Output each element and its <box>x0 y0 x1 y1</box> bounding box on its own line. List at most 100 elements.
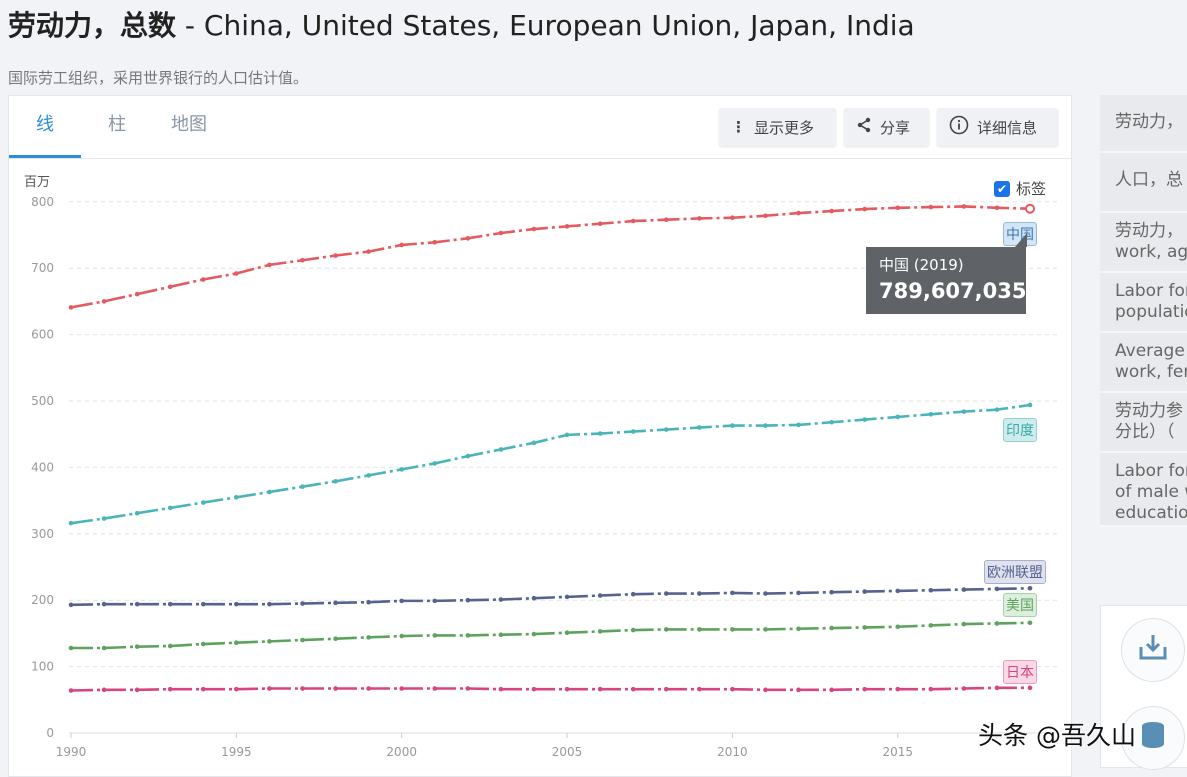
details-button[interactable]: 详细信息 <box>937 108 1058 146</box>
data-point <box>267 639 272 644</box>
data-point <box>465 597 471 603</box>
data-point <box>465 453 471 459</box>
share-button[interactable]: 分享 <box>844 108 929 146</box>
data-point <box>68 520 74 526</box>
data-point <box>366 249 371 254</box>
data-point <box>796 687 801 693</box>
data-point <box>134 601 140 607</box>
x-tick-label: 2000 <box>386 745 417 759</box>
tab-line[interactable]: 线 <box>9 96 81 158</box>
data-point <box>994 586 1000 592</box>
data-point <box>928 204 934 210</box>
data-point <box>928 587 934 593</box>
labels-checkbox-label: 标签 <box>1016 180 1047 198</box>
data-point <box>167 284 173 290</box>
series-line-1 <box>70 403 1031 525</box>
data-point <box>333 600 338 606</box>
share-label: 分享 <box>880 118 911 137</box>
data-point <box>531 595 537 601</box>
data-point <box>630 686 636 692</box>
tab-map[interactable]: 地图 <box>171 114 207 135</box>
data-point <box>300 257 305 263</box>
data-point <box>234 601 239 607</box>
watermark: 头条 @吾久山 <box>978 721 1136 750</box>
data-point <box>101 687 107 693</box>
series-label-tag: 欧洲联盟 <box>984 560 1047 585</box>
series-label-tag: 日本 <box>1003 659 1038 684</box>
line-chart: 0 100 200 300 400 500 600 700 800 1990 1995 2000 200… <box>31 195 1059 759</box>
data-point <box>200 686 206 692</box>
x-tick-label: 1990 <box>56 745 87 759</box>
sidebar-indicator-item[interactable]: Labor for populatio <box>1100 273 1187 333</box>
data-point <box>630 591 636 597</box>
data-point <box>829 589 834 595</box>
data-point <box>1027 620 1033 626</box>
data-point <box>796 422 801 428</box>
data-point <box>68 688 74 693</box>
data-point <box>862 206 867 212</box>
data-point <box>432 686 438 691</box>
download-button[interactable] <box>1121 618 1185 682</box>
data-point <box>895 588 901 594</box>
data-point <box>829 625 834 631</box>
data-point <box>994 407 1000 412</box>
data-point <box>167 601 173 607</box>
share-icon <box>856 117 872 137</box>
data-point <box>862 417 867 422</box>
data-point <box>101 601 107 607</box>
data-point <box>399 242 405 248</box>
data-point <box>167 686 173 692</box>
sidebar-indicator-item[interactable]: 劳动力， <box>1100 95 1187 153</box>
data-point <box>1025 203 1036 214</box>
databank-button[interactable] <box>1121 706 1185 770</box>
details-label: 详细信息 <box>977 118 1038 137</box>
data-point <box>564 432 570 438</box>
data-point <box>564 224 570 229</box>
sidebar-indicator-item[interactable]: 劳动力， work, ag <box>1100 213 1187 273</box>
tooltip-value: 789,607,035 <box>879 279 1027 303</box>
data-point <box>663 627 669 632</box>
data-point <box>829 208 834 214</box>
series-line-4 <box>70 686 1031 692</box>
data-point <box>994 205 1000 211</box>
data-point <box>134 510 140 516</box>
data-point <box>134 687 140 693</box>
data-point <box>234 686 239 692</box>
sidebar-indicator-item[interactable]: 人口，总 <box>1100 153 1187 213</box>
data-point <box>663 217 669 223</box>
data-point <box>630 627 636 633</box>
tab-bar[interactable]: 柱 <box>108 114 126 135</box>
data-point <box>862 686 867 692</box>
data-point <box>1027 585 1033 591</box>
sidebar-indicator-item[interactable]: Average w work, fen <box>1100 333 1187 393</box>
labels-checkbox[interactable]: ✔ 标签 <box>994 178 1046 199</box>
data-point <box>663 591 669 596</box>
x-tick-label: 2015 <box>882 745 913 759</box>
data-point <box>234 271 239 276</box>
checkbox-checked-icon: ✔ <box>994 180 1010 197</box>
sidebar-indicator-item[interactable]: Labor for of male w educatio <box>1100 453 1187 527</box>
data-point <box>234 640 239 645</box>
x-tick-label: 1995 <box>221 745 252 759</box>
data-point <box>763 213 768 219</box>
data-point <box>862 589 867 594</box>
data-point <box>399 633 405 639</box>
series-line-0 <box>70 205 1031 309</box>
data-point <box>730 215 735 221</box>
data-point <box>300 484 305 489</box>
sidebar-indicator-item[interactable]: 劳动力参 分比）（ <box>1100 393 1187 453</box>
data-point <box>961 686 967 691</box>
data-point <box>300 637 305 643</box>
data-point <box>366 635 371 640</box>
data-point <box>432 461 438 466</box>
data-point <box>961 204 967 209</box>
action-panel <box>1100 605 1187 770</box>
data-point <box>763 687 768 693</box>
data-point <box>763 423 768 428</box>
show-more-button[interactable]: ⋮ 显示更多 <box>719 108 836 146</box>
x-tick-label: 2005 <box>552 745 583 759</box>
data-point <box>200 500 206 505</box>
data-point <box>663 427 669 432</box>
data-point <box>366 599 371 605</box>
